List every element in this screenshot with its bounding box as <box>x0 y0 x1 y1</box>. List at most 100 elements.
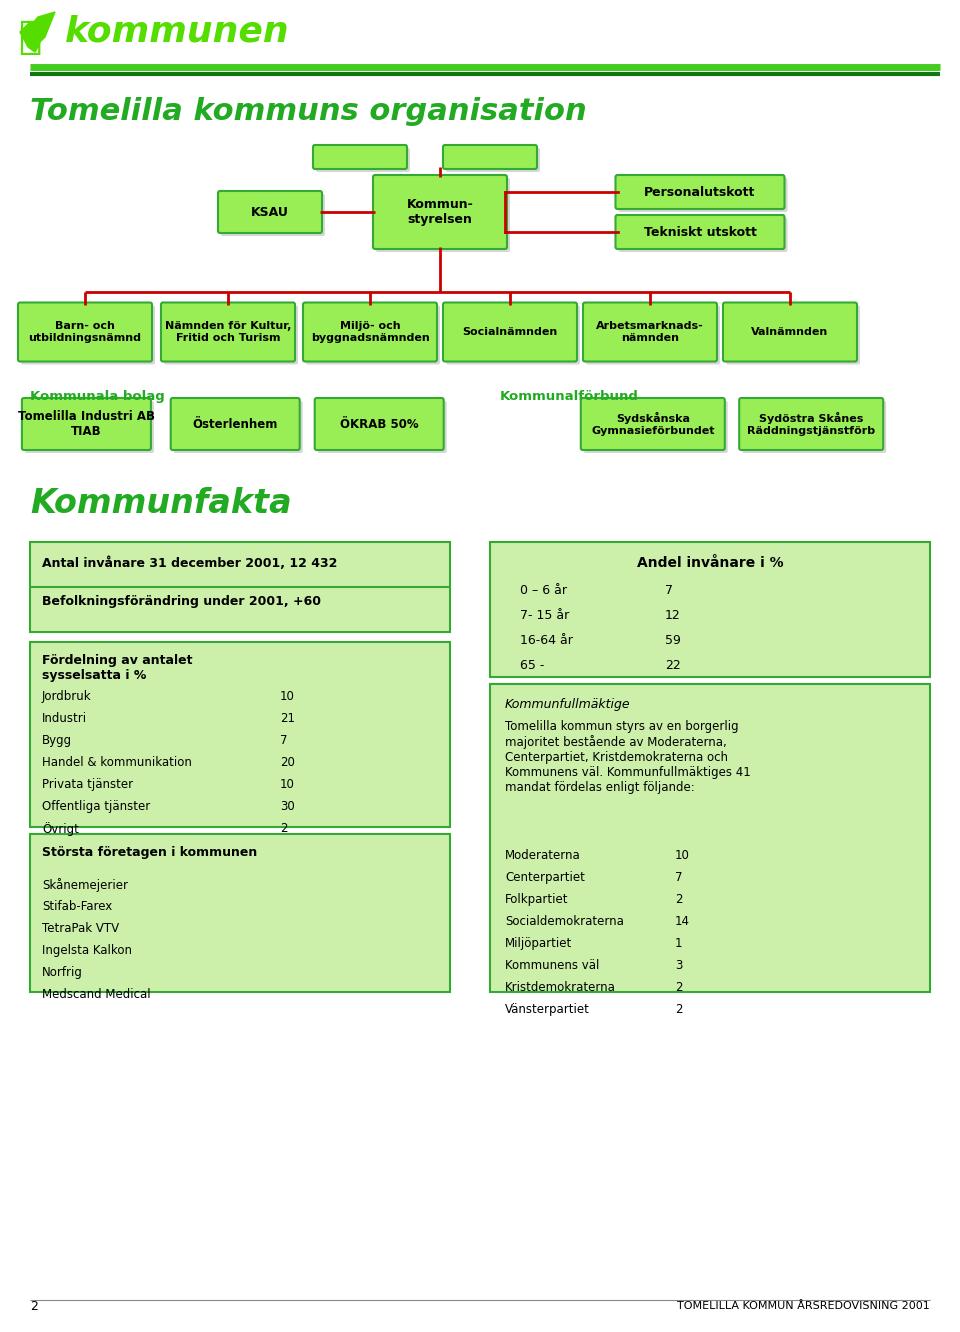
Text: Antal invånare 31 december 2001, 12 432: Antal invånare 31 december 2001, 12 432 <box>42 555 337 570</box>
Text: Miljöpartiet: Miljöpartiet <box>505 936 572 950</box>
Text: 2: 2 <box>675 1003 683 1016</box>
Text: 12: 12 <box>665 609 681 622</box>
FancyBboxPatch shape <box>21 305 155 365</box>
Text: Socialdemokraterna: Socialdemokraterna <box>505 915 624 928</box>
Text: ÖKRAB 50%: ÖKRAB 50% <box>340 417 419 430</box>
Text: Centerpartiet: Centerpartiet <box>505 871 585 884</box>
Text: 30: 30 <box>280 801 295 813</box>
FancyBboxPatch shape <box>581 398 725 450</box>
FancyBboxPatch shape <box>584 401 728 453</box>
Text: Fördelning av antalet
sysselsatta i %: Fördelning av antalet sysselsatta i % <box>42 654 193 682</box>
Text: Andel invånare i %: Andel invånare i % <box>636 555 783 570</box>
Text: Kommunfullmäktige: Kommunfullmäktige <box>505 698 631 711</box>
Text: Kristdemokraterna: Kristdemokraterna <box>505 980 616 994</box>
FancyBboxPatch shape <box>221 194 325 236</box>
FancyBboxPatch shape <box>373 174 507 249</box>
Text: Befolkningsförändring under 2001, +60: Befolkningsförändring under 2001, +60 <box>42 595 321 607</box>
FancyBboxPatch shape <box>446 148 540 172</box>
FancyBboxPatch shape <box>25 401 154 453</box>
Text: Ingelsta Kalkon: Ingelsta Kalkon <box>42 944 132 956</box>
FancyBboxPatch shape <box>615 174 784 209</box>
Text: Bygg: Bygg <box>42 734 72 747</box>
FancyBboxPatch shape <box>318 401 446 453</box>
Text: Miljö- och
byggnadsnämnden: Miljö- och byggnadsnämnden <box>311 321 429 342</box>
FancyBboxPatch shape <box>490 685 930 992</box>
Text: Valnämnden: Valnämnden <box>752 326 828 337</box>
Text: 2: 2 <box>675 980 683 994</box>
Text: TOMELILLA KOMMUN ÅRSREDOVISNING 2001: TOMELILLA KOMMUN ÅRSREDOVISNING 2001 <box>677 1301 930 1311</box>
Text: Sydskånska
Gymnasieförbundet: Sydskånska Gymnasieförbundet <box>591 412 714 436</box>
Text: 20: 20 <box>280 757 295 769</box>
FancyBboxPatch shape <box>18 302 152 361</box>
Text: 0 – 6 år: 0 – 6 år <box>520 583 567 597</box>
Text: 2: 2 <box>280 822 287 835</box>
Text: Socialnämnden: Socialnämnden <box>463 326 558 337</box>
Text: kommunen: kommunen <box>65 15 290 49</box>
FancyBboxPatch shape <box>161 302 295 361</box>
Text: Industri: Industri <box>42 713 87 725</box>
FancyBboxPatch shape <box>443 302 577 361</box>
Polygon shape <box>20 12 55 52</box>
FancyBboxPatch shape <box>218 190 322 233</box>
FancyBboxPatch shape <box>30 834 450 992</box>
Text: Arbetsmarknads-
nämnden: Arbetsmarknads- nämnden <box>596 321 704 342</box>
FancyBboxPatch shape <box>316 148 410 172</box>
FancyBboxPatch shape <box>742 401 886 453</box>
Text: Tomelilla kommun styrs av en borgerlig
majoritet bestående av Moderaterna,
Cente: Tomelilla kommun styrs av en borgerlig m… <box>505 721 751 794</box>
Text: Norfrig: Norfrig <box>42 966 83 979</box>
Text: Folkpartiet: Folkpartiet <box>505 892 568 906</box>
Text: Medscand Medical: Medscand Medical <box>42 988 151 1002</box>
Text: 10: 10 <box>280 778 295 791</box>
Text: 65 -: 65 - <box>520 659 544 673</box>
Text: Kommunens väl: Kommunens väl <box>505 959 599 972</box>
Text: Tomelilla Industri AB
TIAB: Tomelilla Industri AB TIAB <box>18 410 155 438</box>
Text: TetraPak VTV: TetraPak VTV <box>42 922 119 935</box>
Text: Barn- och
utbildningsnämnd: Barn- och utbildningsnämnd <box>29 321 141 342</box>
Text: Övrigt: Övrigt <box>42 822 79 836</box>
FancyBboxPatch shape <box>443 145 537 169</box>
Text: Jordbruk: Jordbruk <box>42 690 91 703</box>
Text: Stifab-Farex: Stifab-Farex <box>42 900 112 912</box>
FancyBboxPatch shape <box>583 302 717 361</box>
Text: Tomelilla kommuns organisation: Tomelilla kommuns organisation <box>30 97 587 127</box>
FancyBboxPatch shape <box>313 145 407 169</box>
FancyBboxPatch shape <box>22 398 151 450</box>
Text: 21: 21 <box>280 713 295 725</box>
Text: 10: 10 <box>675 848 690 862</box>
Text: 59: 59 <box>665 634 681 647</box>
FancyBboxPatch shape <box>376 178 510 252</box>
FancyBboxPatch shape <box>723 302 857 361</box>
Text: Nämnden för Kultur,
Fritid och Turism: Nämnden för Kultur, Fritid och Turism <box>165 321 291 342</box>
Text: Största företagen i kommunen: Största företagen i kommunen <box>42 846 257 859</box>
Text: Personalutskott: Personalutskott <box>644 185 756 198</box>
Text: Kommunalförbund: Kommunalförbund <box>500 390 638 404</box>
Text: Skånemejerier: Skånemejerier <box>42 878 128 892</box>
FancyBboxPatch shape <box>446 305 580 365</box>
FancyBboxPatch shape <box>586 305 720 365</box>
FancyBboxPatch shape <box>618 218 787 252</box>
Text: 7: 7 <box>675 871 683 884</box>
FancyBboxPatch shape <box>164 305 298 365</box>
Text: 3: 3 <box>675 959 683 972</box>
FancyBboxPatch shape <box>171 398 300 450</box>
Text: 2: 2 <box>675 892 683 906</box>
FancyBboxPatch shape <box>615 214 784 249</box>
Text: 1: 1 <box>675 936 683 950</box>
Text: 7: 7 <box>280 734 287 747</box>
Text: Handel & kommunikation: Handel & kommunikation <box>42 757 192 769</box>
Text: Sydöstra Skånes
Räddningstjänstförb: Sydöstra Skånes Räddningstjänstförb <box>747 412 876 436</box>
Text: 16-64 år: 16-64 år <box>520 634 573 647</box>
Text: KSAU: KSAU <box>252 205 289 218</box>
Text: Kommunfakta: Kommunfakta <box>30 488 292 519</box>
Text: Moderaterna: Moderaterna <box>505 848 581 862</box>
FancyBboxPatch shape <box>306 305 440 365</box>
Text: Kommunala bolag: Kommunala bolag <box>30 390 165 404</box>
Text: 14: 14 <box>675 915 690 928</box>
Text: 2: 2 <box>30 1300 37 1312</box>
Text: 7: 7 <box>665 583 673 597</box>
Text: Offentliga tjänster: Offentliga tjänster <box>42 801 151 813</box>
Text: Tekniskt utskott: Tekniskt utskott <box>643 225 756 238</box>
FancyBboxPatch shape <box>174 401 302 453</box>
Text: 22: 22 <box>665 659 681 673</box>
FancyBboxPatch shape <box>303 302 437 361</box>
